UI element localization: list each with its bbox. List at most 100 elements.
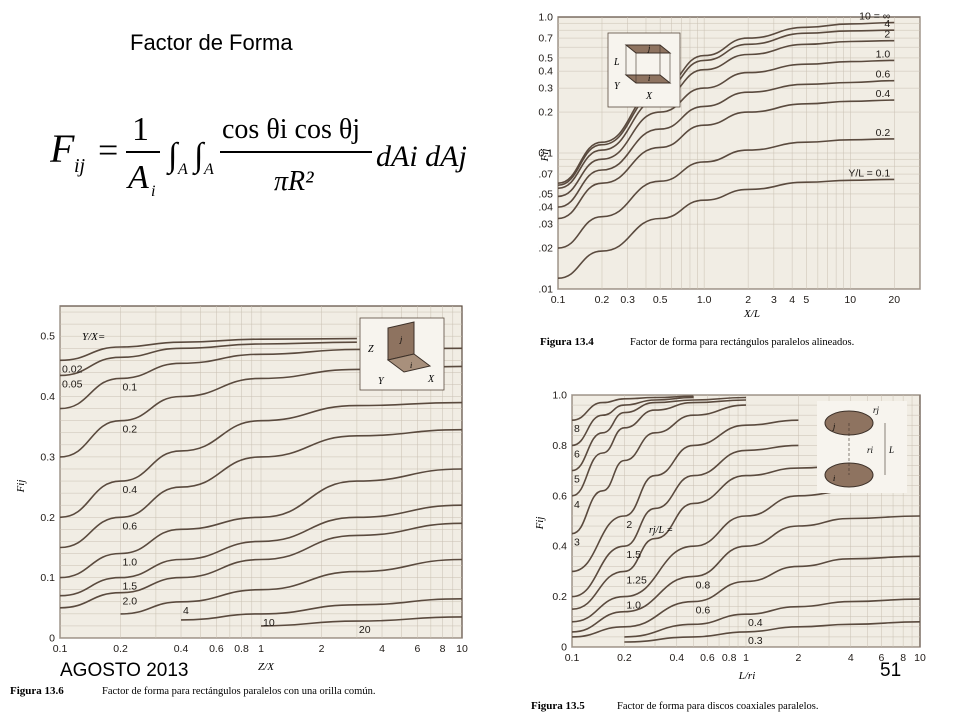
curve-2 — [557, 39, 895, 190]
formula-area: A — [126, 159, 149, 196]
svg-text:L: L — [613, 57, 620, 68]
curve-label: 0.6 — [696, 605, 711, 617]
curve-label: 8 — [574, 423, 580, 435]
curve-label: 4 — [884, 18, 890, 30]
formula-area-sub: i — [151, 183, 155, 200]
svg-text:Y: Y — [614, 81, 621, 92]
curve-3 — [571, 404, 747, 535]
x-tick-label: 0.8 — [722, 652, 737, 664]
y-tick-label: 0.07 — [538, 169, 553, 181]
figure-13-5-chart: 0.1 0.2 0.4 0.6 0.8 1 2 4 6 8 10 0 0.2 0.4 0.6 0.8 1.0 8… — [531, 390, 926, 713]
y-tick-label: 0 — [561, 642, 567, 654]
y-tick-label: 0.5 — [40, 331, 55, 343]
curve-label: 1.5 — [123, 581, 138, 593]
y-tick-label: 0.2 — [40, 512, 55, 524]
curve-label: 0.2 — [876, 127, 891, 139]
figure-caption-label: Figura 13.5 — [531, 700, 585, 712]
curve-label: 1.0 — [876, 48, 891, 60]
figure-caption-label: Figura 13.6 — [10, 685, 64, 697]
curve-4 — [120, 558, 463, 615]
curve-label: 2 — [884, 29, 890, 41]
view-factor-formula: F ij = 1 A i ∫ A ∫ A cos θi cos θj πR² d… — [50, 111, 467, 200]
x-axis-label: X/L — [743, 308, 760, 320]
formula-integral-2: ∫ — [192, 137, 206, 176]
x-tick-label: 5 — [803, 294, 809, 306]
curve-label: 0.6 — [876, 69, 891, 81]
curve-0.8 — [571, 515, 921, 633]
svg-text:i: i — [833, 474, 835, 483]
coaxial-disks-inset: rj ri L j i — [817, 401, 907, 493]
figure-caption-text: Factor de forma para rectángulos paralel… — [102, 686, 375, 697]
curve-label: 0.4 — [748, 617, 763, 629]
x-tick-label: 2 — [745, 294, 751, 306]
x-tick-label: 1 — [258, 643, 264, 655]
curve-0.05 — [59, 341, 357, 377]
x-tick-label: 8 — [440, 643, 446, 655]
svg-text:j: j — [399, 335, 403, 344]
x-tick-label: 20 — [888, 294, 900, 306]
y-tick-label: 0.1 — [40, 572, 55, 584]
svg-text:i: i — [410, 361, 412, 370]
svg-text:j: j — [832, 422, 836, 431]
curve-0.4 — [624, 598, 921, 638]
curve-labels: 0.02 0.05 0.1 0.2 0.4 0.6 1.0 1.5 2.0 4 10 20 — [62, 363, 371, 636]
x-tick-label: 8 — [900, 652, 906, 664]
svg-text:Z: Z — [368, 344, 374, 355]
svg-text:L: L — [888, 445, 894, 455]
parameter-heading: Y/X= — [82, 331, 105, 343]
curve-label: 10 — [263, 617, 275, 629]
footer-date: AGOSTO 2013 — [60, 660, 189, 681]
formula-lhs-sub: ij — [74, 155, 86, 177]
x-tick-label: 0.1 — [53, 643, 68, 655]
y-tick-label: 1.0 — [538, 12, 553, 24]
y-tick-label: 0.6 — [552, 490, 567, 502]
x-axis-label: Z/X — [258, 661, 275, 673]
curve-6 — [571, 396, 694, 447]
curve-0.02 — [59, 337, 357, 362]
curve-1.0 — [557, 59, 895, 198]
formula-equals: = — [98, 130, 118, 170]
parameter-heading: rj/L = — [649, 525, 673, 536]
formula-integral-1: ∫ — [166, 137, 180, 176]
curve-0.1 — [557, 178, 895, 279]
curve-label: 20 — [359, 624, 371, 636]
formula-lhs: F — [50, 126, 75, 171]
figure-13-4-chart: 0.10.20.30.51.0234510200.010.020.030.040… — [538, 11, 921, 348]
x-axis-label: L/ri — [738, 670, 756, 682]
y-tick-label: 0.7 — [538, 33, 553, 45]
x-tick-label: 0.4 — [669, 652, 684, 664]
x-tick-label: 6 — [878, 652, 884, 664]
y-tick-label: 0.8 — [552, 440, 567, 452]
y-tick-label: 0.1 — [538, 148, 553, 160]
figure-caption-label: Figura 13.4 — [540, 336, 594, 348]
x-tick-label: 0.6 — [700, 652, 715, 664]
curve-label: 5 — [574, 474, 580, 486]
curve-0.3 — [624, 621, 921, 643]
tick-labels: 0.10.20.30.51.0234510200.010.020.030.040… — [538, 12, 900, 307]
x-tick-label: 0.3 — [620, 294, 635, 306]
svg-text:rj: rj — [873, 405, 880, 415]
slide-title: Factor de Forma — [130, 30, 293, 55]
curve-0.2 — [557, 138, 895, 249]
curve-1.0 — [59, 468, 463, 579]
y-tick-label: 0.3 — [40, 451, 55, 463]
svg-text:ri: ri — [867, 445, 874, 455]
x-tick-label: 0.5 — [653, 294, 668, 306]
curve-2.0 — [59, 522, 463, 609]
y-tick-label: 0.4 — [538, 66, 553, 78]
x-tick-label: 0.1 — [565, 652, 580, 664]
curve-label: 0.4 — [123, 484, 138, 496]
curve-label: 4 — [183, 605, 189, 617]
curve-4 — [557, 29, 895, 186]
curve-label: 0.4 — [876, 88, 891, 100]
y-tick-label: 0.4 — [40, 391, 55, 403]
curve-4 — [571, 399, 747, 497]
curve-label: 2 — [626, 519, 632, 531]
curve-label: 10 = ∞ — [859, 11, 890, 23]
y-tick-label: 0.04 — [538, 202, 553, 214]
x-tick-label: 4 — [379, 643, 385, 655]
perpendicular-rectangles-inset: Z Y X i j — [359, 317, 445, 391]
curve-label: Y/L = 0.1 — [848, 167, 890, 179]
curve-label: 3 — [574, 537, 580, 549]
x-tick-label: 2 — [319, 643, 325, 655]
